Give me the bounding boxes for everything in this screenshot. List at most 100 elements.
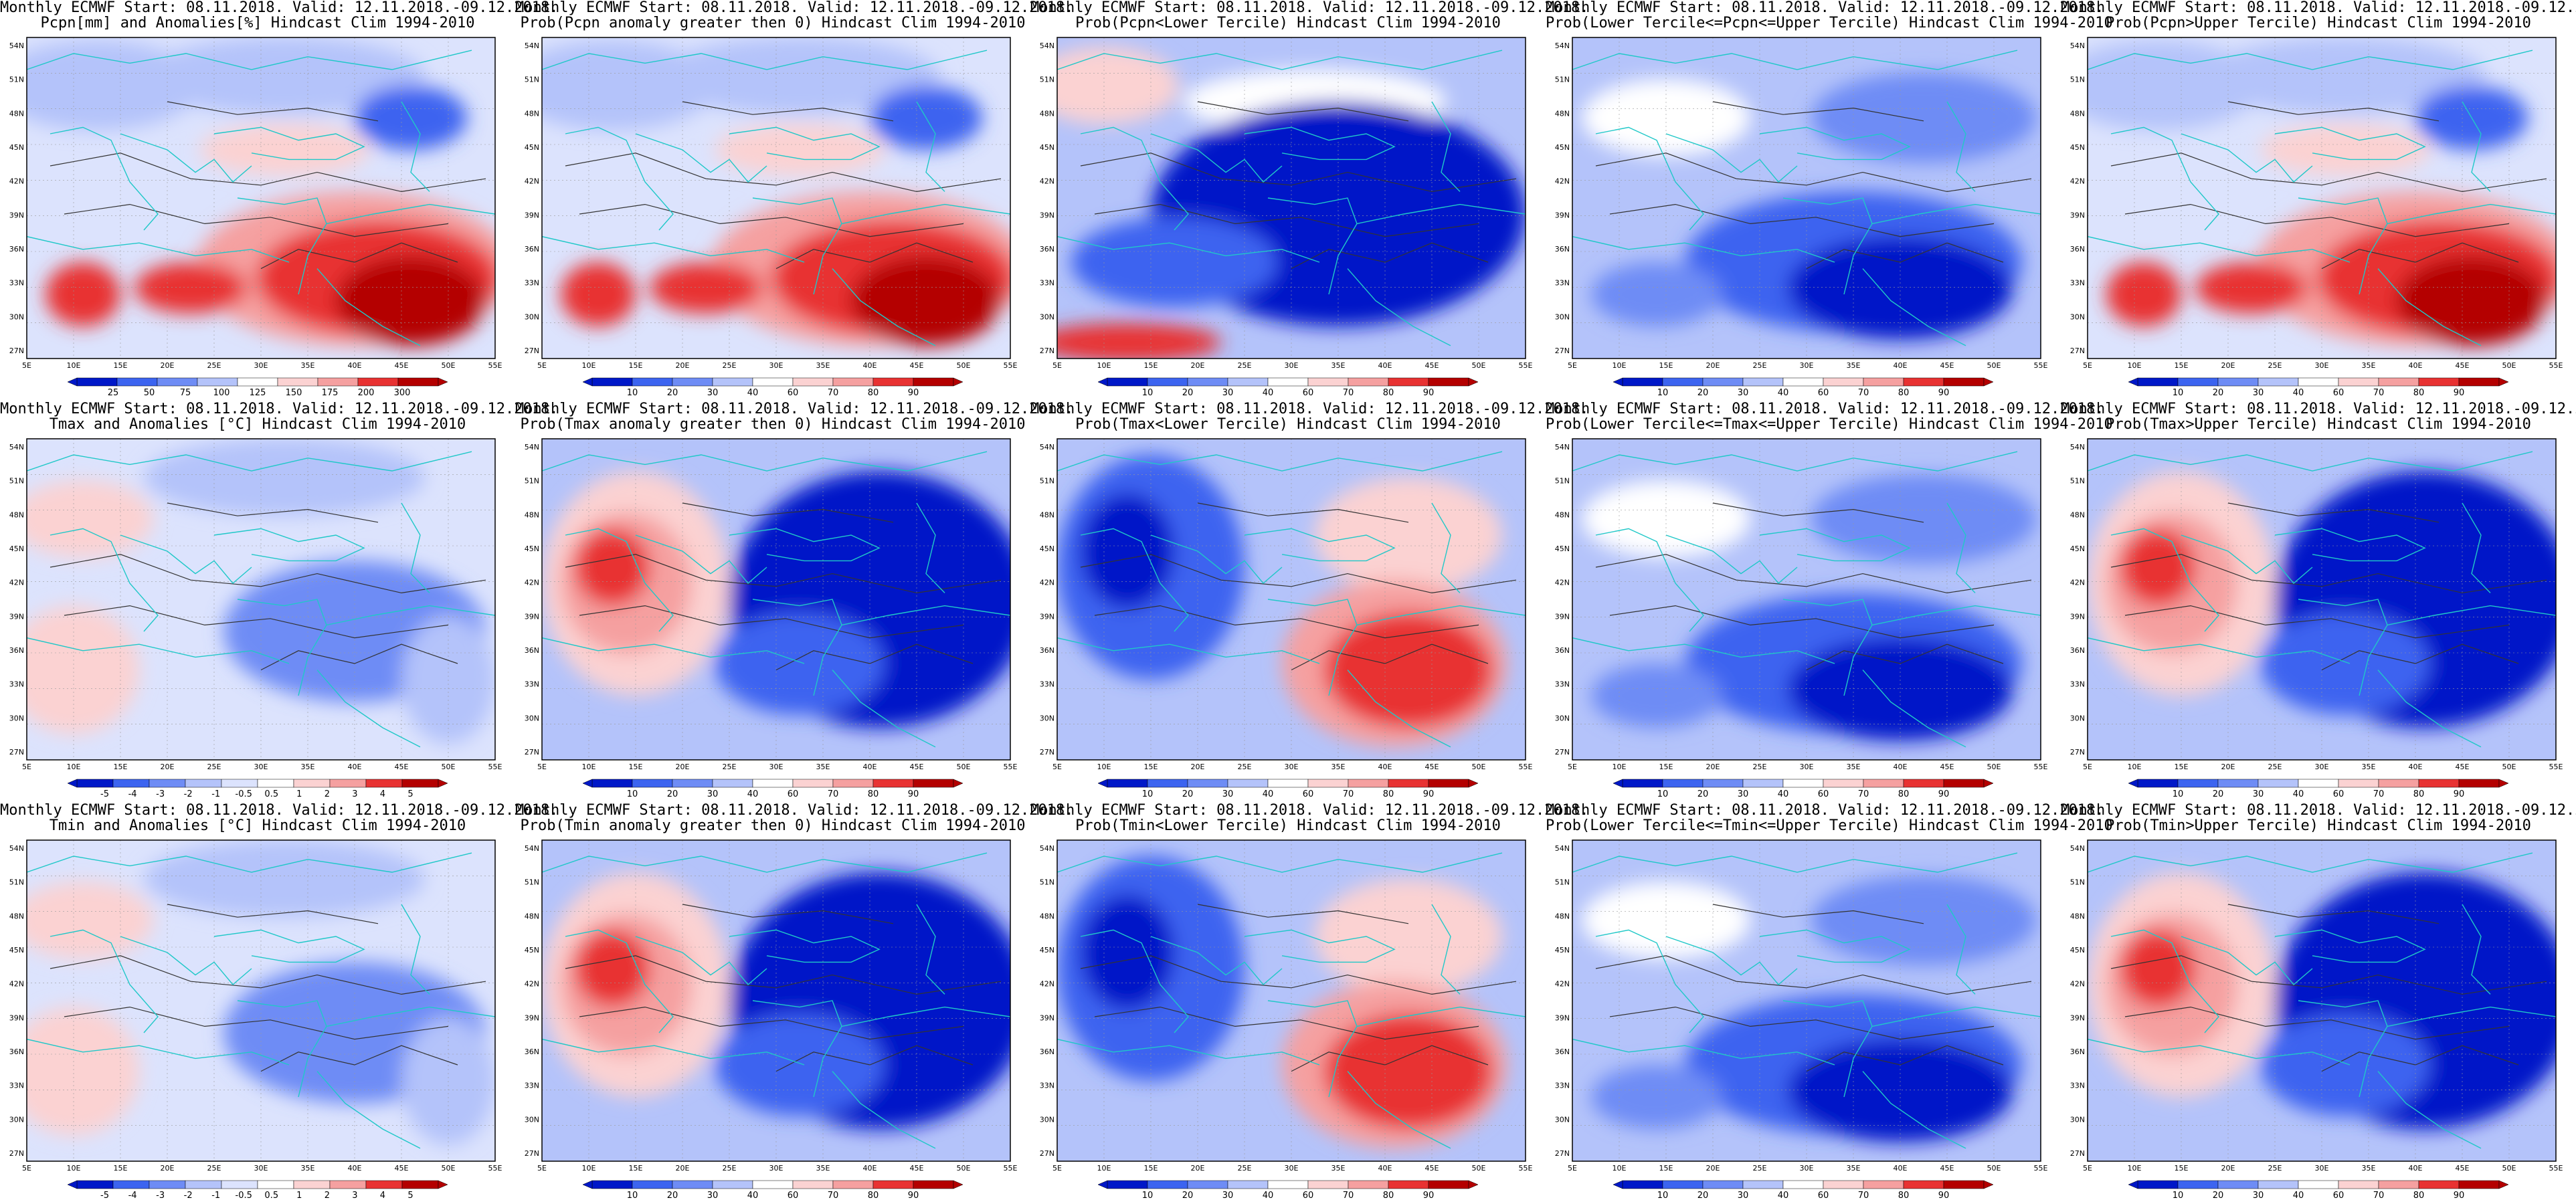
panel-title-line2: Prob(Tmin anomaly greater then 0) Hindca… [520,817,1026,834]
panel-title-line2: Prob(Lower Tercile<=Tmax<=Upper Tercile)… [1546,416,2113,433]
panel-title-line1: Monthly ECMWF Start: 08.11.2018. Valid: … [2061,0,2576,16]
lon-tick-label: 45E [2456,361,2470,370]
lon-tick-label: 25E [207,361,221,370]
colorbar-swatch [1147,779,1188,788]
lat-tick-label: 54N [525,844,539,853]
colorbar: 10 20 30 40 60 70 80 90 [582,1180,963,1201]
colorbar-label: 90 [1938,1191,1950,1201]
colorbar-label: 40 [747,1191,759,1201]
lon-tick-label: 35E [816,763,830,771]
lon-tick-label: 20E [676,1164,690,1173]
panel-title-line1: Monthly ECMWF Start: 08.11.2018. Valid: … [515,401,1074,417]
colorbar-swatch [1147,377,1188,387]
lon-tick-label: 45E [1425,763,1439,771]
lon-tick-label: 10E [1613,361,1627,370]
map-frame [26,839,496,1162]
colorbar-label: 70 [2373,388,2385,398]
colorbar-swatch [1388,377,1429,387]
colorbar-swatch [591,1180,633,1189]
lon-tick-label: 10E [67,1164,81,1173]
map-panel: Monthly ECMWF Start: 08.11.2018. Valid: … [515,803,1073,1204]
panel-title-line2: Prob(Lower Tercile<=Pcpn<=Upper Tercile)… [1546,15,2113,31]
lat-tick-label: 36N [2070,646,2085,655]
lon-tick-label: 55E [488,763,502,771]
lon-tick-label: 25E [207,1164,221,1173]
lon-tick-label: 50E [2502,1164,2516,1173]
lat-tick-label: 48N [525,109,539,118]
colorbar-label: -4 [128,1191,137,1201]
lat-tick-label: 54N [9,443,24,452]
colorbar-swatch [752,1180,794,1189]
colorbar-swatch [329,779,367,788]
colorbar-label: -2 [184,1191,193,1201]
colorbar-swatch [1782,779,1824,788]
lat-tick-label: 48N [2070,510,2085,519]
lon-tick-label: 20E [1191,1164,1205,1173]
map-frame [1056,438,1526,761]
colorbar-swatch [792,377,834,387]
panel-title-line2: Tmax and Anomalies [°C] Hindcast Clim 19… [49,416,466,433]
colorbar-swatch [1863,779,1904,788]
lon-tick-label: 50E [442,361,456,370]
lon-tick-label: 5E [2083,361,2092,370]
colorbar-swatch [672,779,713,788]
colorbar-swatch [185,779,222,788]
lon-tick-label: 55E [1004,1164,1018,1173]
colorbar-swatch [1107,377,1148,387]
lon-tick-label: 35E [2362,361,2376,370]
colorbar-swatch [712,1180,753,1189]
lon-tick-label: 40E [1378,1164,1392,1173]
colorbar: 10 20 30 40 60 70 80 90 [1097,779,1479,799]
colorbar-label: 20 [2213,1191,2224,1201]
lon-tick-label: 20E [2221,361,2235,370]
lat-tick-label: 45N [1040,544,1054,553]
colorbar-swatch [293,779,331,788]
panel-title-line1: Monthly ECMWF Start: 08.11.2018. Valid: … [1546,401,2104,417]
lat-tick-label: 27N [1555,346,1570,355]
map-panel: Monthly ECMWF Start: 08.11.2018. Valid: … [515,0,1073,401]
lon-tick-label: 30E [2315,361,2329,370]
colorbar-swatch [237,377,278,387]
colorbar: 10 20 30 40 60 70 80 90 [1097,377,1479,398]
colorbar-label: -5 [100,1191,109,1201]
lat-tick-label: 33N [9,279,24,288]
lon-tick-label: 15E [114,763,128,771]
lat-tick-label: 27N [525,748,539,757]
lat-tick-label: 27N [9,346,24,355]
lat-tick-label: 51N [525,76,539,84]
colorbar-swatch [2177,377,2219,387]
colorbar-swatch [157,377,198,387]
lon-tick-label: 45E [2456,763,2470,771]
lat-tick-label: 51N [2070,477,2085,486]
lon-tick-label: 40E [1378,361,1392,370]
lon-tick-label: 55E [2549,1164,2563,1173]
colorbar-swatch [632,377,673,387]
colorbar-label: 90 [908,388,919,398]
colorbar-label: 70 [1858,789,1869,799]
lon-tick-label: 45E [1940,1164,1954,1173]
colorbar-swatch [672,1180,713,1189]
lat-tick-label: 39N [1555,1013,1570,1022]
colorbar-label: 70 [1343,1191,1354,1201]
lat-tick-label: 36N [1555,1047,1570,1056]
colorbar-label: 10 [2173,388,2184,398]
colorbar-swatch [1622,1180,1663,1189]
lon-tick-label: 55E [1004,361,1018,370]
colorbar-label: 60 [1818,789,1829,799]
colorbar: 10 20 30 40 60 70 80 90 [2128,779,2509,799]
lon-tick-label: 25E [1238,763,1252,771]
colorbar-swatch [1147,1180,1188,1189]
lon-tick-label: 40E [348,763,362,771]
colorbar-swatch [293,1180,331,1189]
lat-tick-label: 42N [1040,579,1054,587]
lat-tick-label: 51N [2070,878,2085,887]
panel-title-line2: Prob(Tmax>Upper Tercile) Hindcast Clim 1… [2106,416,2531,433]
lat-tick-label: 33N [1555,1082,1570,1090]
lat-tick-label: 45N [2070,544,2085,553]
lat-tick-label: 45N [2070,946,2085,955]
lon-tick-label: 50E [2502,763,2516,771]
colorbar-label: 10 [2173,789,2184,799]
